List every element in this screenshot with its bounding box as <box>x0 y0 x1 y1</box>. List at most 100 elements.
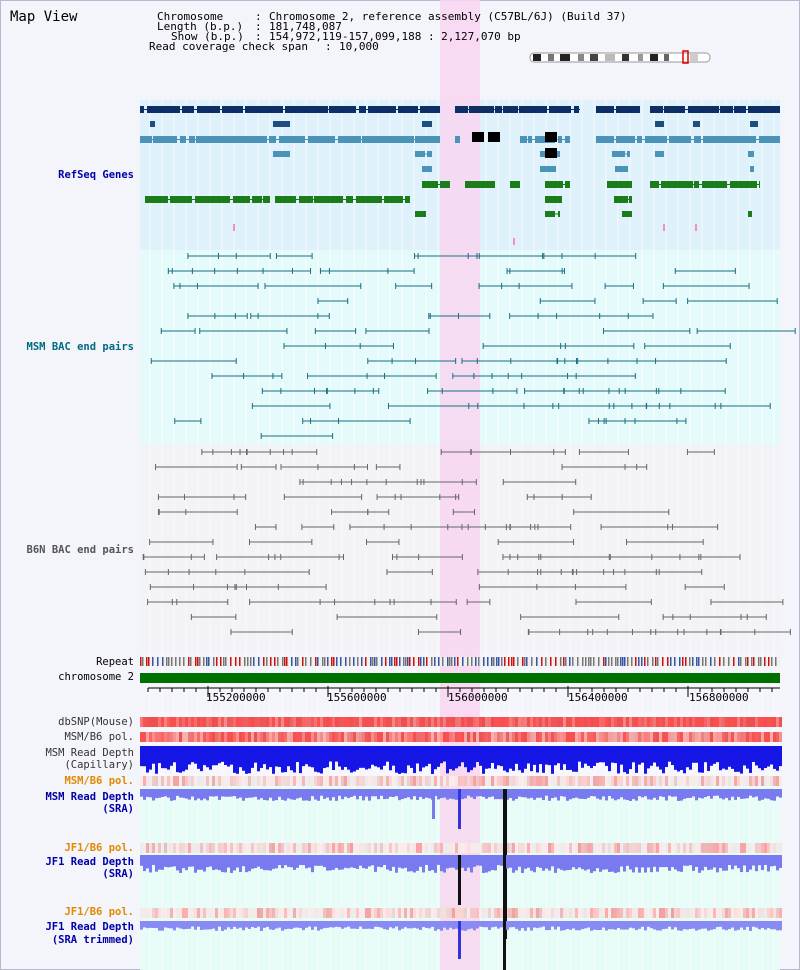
msm-capillary-depth-bar <box>692 746 695 763</box>
gene-exon <box>612 151 625 157</box>
msm-sra-depth-bar <box>494 789 497 800</box>
track-label-jf1-depth-sra[interactable]: JF1 Read Depth <box>45 856 134 868</box>
repeat-element <box>431 657 433 666</box>
jf1-trimmed-depth-bar <box>155 921 158 929</box>
repeat-track-bg <box>140 657 780 666</box>
jf1-pol-cell <box>311 843 314 853</box>
msm-sra-depth-bar <box>215 789 218 797</box>
msm-pol2-cell <box>221 776 224 786</box>
msm-sra-depth-bar <box>278 789 281 797</box>
jf1-sra-depth-bar <box>668 855 671 871</box>
track-label-msm-depth-sra[interactable]: MSM Read Depth <box>45 791 134 803</box>
track-label-msm-depth-capillary[interactable]: MSM Read Depth <box>45 747 134 759</box>
repeat-element <box>190 657 192 666</box>
dbsnp-cell <box>653 717 656 727</box>
jf1-sra-depth-bar <box>545 855 548 869</box>
dbsnp-cell <box>398 717 401 727</box>
msm-sra-depth-bar <box>248 789 251 798</box>
msm-capillary-depth-bar <box>290 746 293 771</box>
ideogram-band <box>533 54 541 61</box>
track-label-msm-bac[interactable]: MSM BAC end pairs <box>26 341 134 353</box>
msm-sra-depth-bar <box>332 789 335 798</box>
jf1-trimmed-depth-bar <box>518 921 521 931</box>
gene-exon <box>415 136 436 143</box>
jf1-pol-cell <box>761 843 764 853</box>
msm-pol-cell <box>776 732 779 742</box>
msm-pol2-cell <box>209 776 212 786</box>
jf1-sra-depth-bar <box>155 855 158 872</box>
jf1-sra-depth-bar <box>170 855 173 867</box>
dbsnp-cell <box>218 717 221 727</box>
track-label-dbsnp[interactable]: dbSNP(Mouse) <box>58 716 134 728</box>
track-label-jf1-depth-trimmed[interactable]: JF1 Read Depth <box>45 921 134 933</box>
track-label-msm-b6-pol-2[interactable]: MSM/B6 pol. <box>64 775 134 787</box>
repeat-element <box>467 657 469 666</box>
msm-pol-cell <box>743 732 746 742</box>
msm-pol2-cell <box>191 776 194 786</box>
msm-pol2-cell <box>392 776 395 786</box>
dbsnp-cell <box>743 717 746 727</box>
jf1-pol-cell <box>551 843 554 853</box>
length-sep: : <box>255 20 262 33</box>
msm-pol2-cell <box>530 776 533 786</box>
msm-pol2-cell <box>452 776 455 786</box>
track-label-jf1-b6-pol-1[interactable]: JF1/B6 pol. <box>64 842 134 854</box>
msm-sra-depth-bar <box>413 789 416 797</box>
jf1-sra-depth-bar <box>428 855 431 871</box>
jf1-sra-depth-bar <box>578 855 581 868</box>
msm-pol2-cell <box>641 776 644 786</box>
msm-pol-cell <box>230 732 233 742</box>
jf1-pol2-cell <box>626 908 629 918</box>
jf1-sra-depth-bar <box>377 855 380 867</box>
repeat-element <box>627 657 629 666</box>
msm-pol2-cell <box>299 776 302 786</box>
jf1-pol-cell <box>413 843 416 853</box>
jf1-trimmed-depth-bar <box>551 921 554 927</box>
dbsnp-cell <box>257 717 260 727</box>
msm-capillary-depth-bar <box>422 746 425 768</box>
jf1-pol-cell <box>569 843 572 853</box>
track-label-refseq[interactable]: RefSeq Genes <box>58 169 134 181</box>
dbsnp-cell <box>737 717 740 727</box>
msm-pol-cell <box>167 732 170 742</box>
jf1-pol2-cell <box>506 908 509 918</box>
msm-pol-cell <box>275 732 278 742</box>
msm-pol-cell <box>755 732 758 742</box>
msm-pol2-cell <box>380 776 383 786</box>
jf1-trimmed-depth-bar <box>758 921 761 930</box>
gene-exon <box>197 106 220 113</box>
msm-pol-cell <box>419 732 422 742</box>
msm-capillary-depth-bar <box>677 746 680 772</box>
msm-pol2-cell <box>149 776 152 786</box>
msm-sra-depth-bar <box>338 789 341 796</box>
dbsnp-cell <box>662 717 665 727</box>
jf1-pol2-cell <box>584 908 587 918</box>
jf1-trimmed-depth-bar <box>269 921 272 930</box>
gene-exon <box>645 136 667 143</box>
track-label-repeat[interactable]: Repeat <box>96 656 134 668</box>
gene-exon <box>440 181 450 188</box>
jf1-pol2-cell <box>182 908 185 918</box>
jf1-trimmed-depth-bar <box>725 921 728 931</box>
gene-exon <box>362 136 366 143</box>
repeat-element <box>483 657 485 666</box>
track-label-jf1-b6-pol-2[interactable]: JF1/B6 pol. <box>64 906 134 918</box>
msm-pol-cell <box>674 732 677 742</box>
msm-sra-depth-bar <box>539 789 542 798</box>
track-label-msm-b6-pol-1[interactable]: MSM/B6 pol. <box>64 731 134 743</box>
repeat-element <box>157 657 159 666</box>
jf1-pol-cell <box>755 843 758 853</box>
jf1-sra-depth-bar <box>212 855 215 871</box>
track-label-b6n-bac[interactable]: B6N BAC end pairs <box>26 544 134 556</box>
msm-capillary-depth-bar <box>140 746 143 767</box>
jf1-trimmed-depth-bar <box>668 921 671 927</box>
dbsnp-cell <box>746 717 749 727</box>
dbsnp-cell <box>224 717 227 727</box>
dbsnp-cell <box>383 717 386 727</box>
msm-capillary-depth-bar <box>668 746 671 762</box>
jf1-pol-cell <box>572 843 575 853</box>
track-label-chromosome[interactable]: chromosome 2 <box>58 671 134 683</box>
jf1-pol-cell <box>434 843 437 853</box>
dbsnp-cell <box>389 717 392 727</box>
